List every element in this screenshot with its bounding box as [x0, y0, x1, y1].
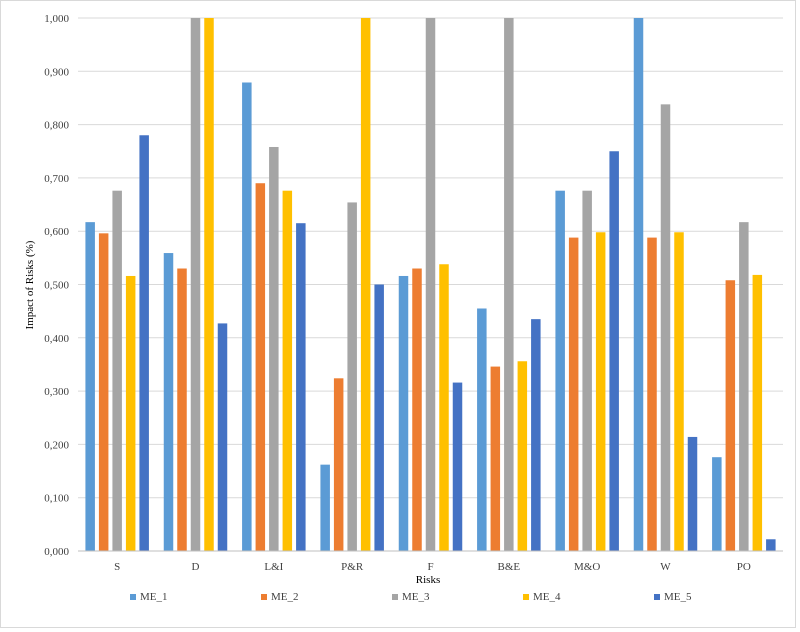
x-tick-label: L&I: [264, 561, 283, 573]
bar: [452, 382, 463, 551]
bar: [725, 280, 736, 551]
bar: [568, 237, 579, 551]
bar: [766, 539, 776, 551]
bar: [204, 18, 214, 551]
x-tick-label: D: [192, 561, 200, 573]
x-axis-tick-labels: S D L&I P&R F B&E M&O W PO: [114, 561, 751, 573]
bar: [633, 18, 644, 551]
bars: [85, 18, 776, 552]
bar: [412, 268, 422, 551]
bar: [647, 237, 657, 551]
x-tick-label: S: [114, 561, 120, 573]
y-tick-label: 0,100: [44, 493, 69, 505]
x-tick-label: PO: [737, 561, 751, 573]
bar: [374, 284, 384, 551]
bar: [490, 366, 501, 551]
legend-label: ME_4: [533, 591, 561, 603]
bar: [425, 18, 436, 551]
bar: [660, 104, 671, 551]
bar: [320, 464, 330, 551]
bar: [595, 232, 606, 551]
y-tick-label: 0,600: [44, 226, 69, 238]
bar: [125, 275, 136, 551]
bar: [163, 253, 174, 552]
legend-swatch: [261, 594, 267, 600]
legend-label: ME_3: [402, 591, 430, 603]
y-tick-label: 0,400: [44, 333, 69, 345]
bar: [439, 264, 449, 551]
x-axis-title: Risks: [416, 574, 440, 586]
bar: [98, 233, 109, 551]
y-tick-label: 0,800: [44, 120, 69, 132]
bar: [139, 135, 149, 551]
x-tick-label: M&O: [574, 561, 600, 573]
bar: [582, 190, 592, 551]
bar: [531, 319, 541, 551]
bar: [255, 183, 266, 552]
bar: [712, 457, 722, 551]
bar: [739, 222, 749, 551]
bar: [190, 18, 201, 551]
bar: [504, 18, 514, 551]
legend-swatch: [654, 594, 660, 600]
y-tick-label: 0,000: [44, 546, 69, 558]
bar: [674, 232, 684, 551]
bar: [269, 146, 279, 552]
x-tick-label: W: [660, 561, 671, 573]
x-tick-label: F: [427, 561, 433, 573]
y-tick-label: 0,500: [44, 280, 69, 292]
bar: [296, 223, 306, 551]
legend-swatch: [392, 594, 398, 600]
bar: [752, 274, 763, 551]
bar: [333, 378, 344, 551]
legend-swatch: [130, 594, 136, 600]
y-tick-label: 0,700: [44, 173, 69, 185]
bar: [242, 82, 252, 552]
bar: [609, 151, 619, 551]
legend-swatch: [523, 594, 529, 600]
bar: [398, 275, 409, 551]
legend-label: ME_2: [271, 591, 299, 603]
bar: [217, 323, 228, 551]
y-tick-label: 0,900: [44, 66, 69, 78]
legend-label: ME_5: [664, 591, 692, 603]
bar: [112, 190, 122, 551]
y-tick-label: 0,300: [44, 386, 69, 398]
bar: [347, 202, 357, 552]
bar: [517, 361, 528, 551]
bar: [477, 308, 487, 551]
y-tick-label: 1,000: [44, 13, 69, 25]
bar: [360, 18, 371, 551]
bar: [85, 222, 95, 551]
bar: [687, 436, 698, 551]
legend: ME_1 ME_2 ME_3 ME_4 ME_5: [130, 591, 692, 603]
y-tick-label: 0,200: [44, 439, 69, 451]
bar: [555, 190, 565, 551]
y-axis-tick-labels: 0,000 0,100 0,200 0,300 0,400 0,500 0,600 0,700…: [44, 13, 69, 558]
bar: [282, 190, 293, 551]
y-axis-title: Impact of Risks (%): [24, 240, 36, 329]
bar: [177, 268, 187, 551]
x-tick-label: B&E: [498, 561, 521, 573]
x-tick-label: P&R: [341, 561, 364, 573]
legend-label: ME_1: [140, 591, 168, 603]
